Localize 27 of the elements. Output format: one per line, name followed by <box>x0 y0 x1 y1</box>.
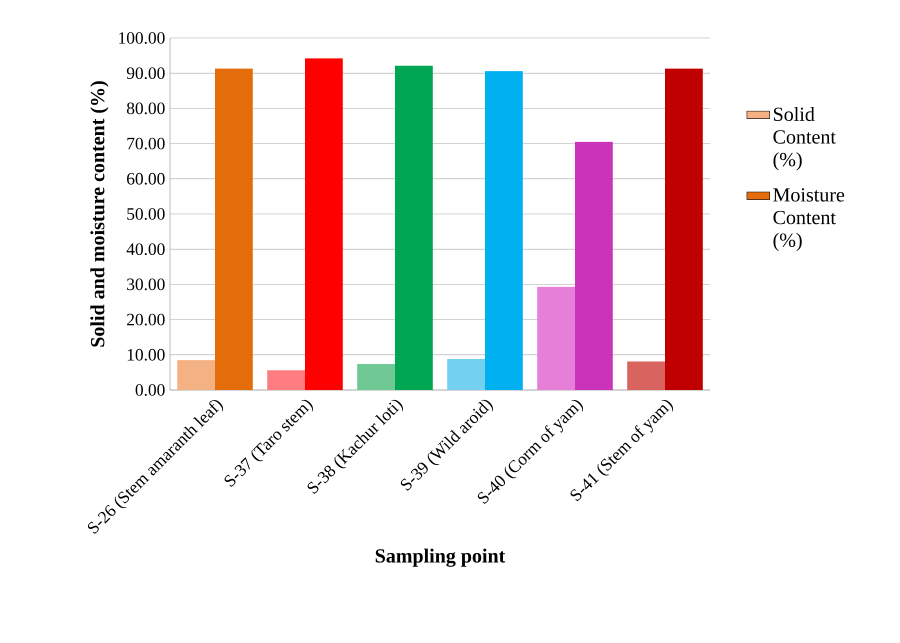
y-tick-label: 100.00 <box>119 32 165 44</box>
y-tick-label: 20.00 <box>127 314 165 326</box>
bar <box>537 286 575 390</box>
bar <box>395 66 433 390</box>
bar <box>485 71 523 390</box>
legend-label: Solid Content (%) <box>773 106 836 170</box>
y-tick-label: 0.00 <box>136 384 165 396</box>
bar <box>627 361 665 390</box>
bar <box>447 359 485 390</box>
y-tick-label: 70.00 <box>127 138 165 150</box>
y-tick-label: 50.00 <box>127 208 165 220</box>
bar <box>305 58 343 390</box>
y-tick-label: 10.00 <box>128 348 165 361</box>
y-axis-title: Solid and moisture content (%) <box>90 81 108 347</box>
x-axis-title: Sampling point <box>376 548 506 567</box>
legend-label: Moisture Content (%) <box>773 188 844 252</box>
y-tick-label: 80.00 <box>126 102 165 114</box>
bar <box>177 360 215 390</box>
bar <box>665 68 703 390</box>
bar <box>574 142 613 390</box>
bar <box>267 370 305 390</box>
bar <box>215 68 253 390</box>
y-tick-label: 40.00 <box>126 243 165 256</box>
y-tick-label: 90.00 <box>126 67 165 80</box>
y-tick-label: 60.00 <box>127 172 165 185</box>
y-tick-label: 30.00 <box>127 278 165 290</box>
bar <box>357 364 395 390</box>
